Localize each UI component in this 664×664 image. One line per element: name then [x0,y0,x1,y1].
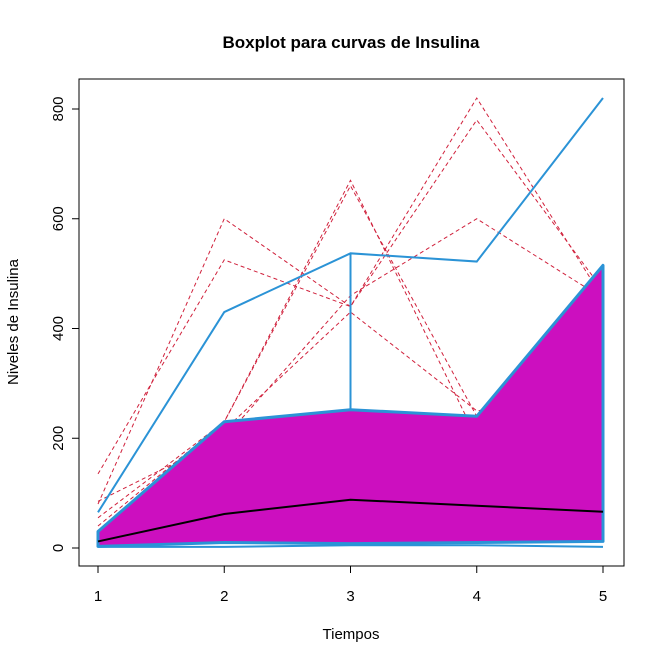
y-tick-label: 600 [50,206,67,231]
y-axis-label: Niveles de Insulina [5,258,22,385]
y-tick-label: 0 [50,544,67,552]
plot-area [96,97,605,548]
y-tick-label: 800 [50,96,67,121]
axes: 1 2 3 4 5 0 200 400 600 800 [50,96,607,605]
central-region [96,263,605,548]
chart-title: Boxplot para curvas de Insulina [223,33,481,52]
x-tick-label: 4 [473,588,481,605]
outlier-curve-3 [97,179,604,527]
x-tick-label: 3 [346,588,354,605]
x-tick-label: 5 [599,588,607,605]
x-tick-label: 2 [220,588,228,605]
x-axis-label: Tiempos [323,626,380,643]
y-tick-label: 200 [50,426,67,451]
median-curve [97,498,604,543]
y-tick-label: 400 [50,316,67,341]
x-tick-label: 1 [94,588,102,605]
envelope-lower [98,544,604,548]
